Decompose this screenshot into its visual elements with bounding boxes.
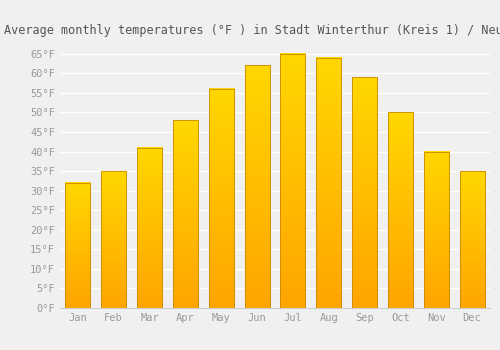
Bar <box>244 65 270 308</box>
Bar <box>316 58 342 308</box>
Bar <box>424 152 449 308</box>
Bar <box>137 148 162 308</box>
Bar <box>388 112 413 308</box>
Bar <box>208 89 234 308</box>
Bar <box>66 183 90 308</box>
Bar <box>352 77 377 308</box>
Bar <box>101 171 126 308</box>
Title: Average monthly temperatures (°F ) in Stadt Winterthur (Kreis 1) / Neuwiesen: Average monthly temperatures (°F ) in St… <box>4 24 500 37</box>
Bar <box>460 171 484 308</box>
Bar <box>173 120 198 308</box>
Bar <box>280 54 305 308</box>
